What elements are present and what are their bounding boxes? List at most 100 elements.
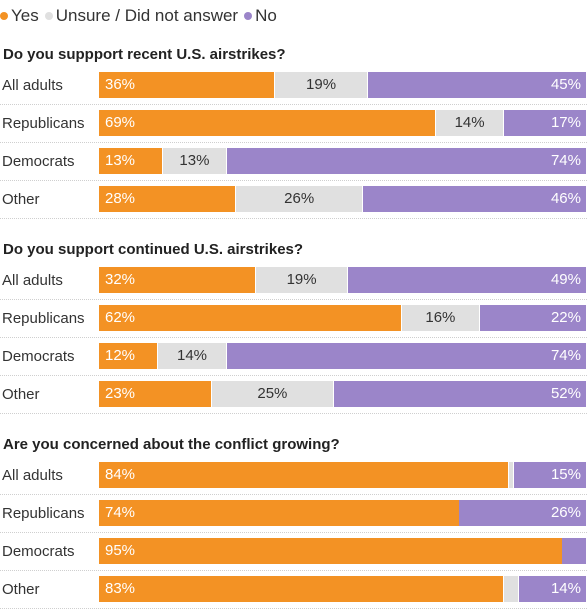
category-label: Other	[2, 191, 40, 208]
category-label: Republicans	[2, 115, 85, 132]
data-label: 62%	[105, 309, 136, 326]
data-label: 26%	[284, 190, 315, 207]
row-divider	[0, 532, 587, 533]
data-label: 49%	[550, 271, 581, 288]
legend-item-no: No	[244, 6, 277, 26]
bar-row: Other 23% 25% 52%	[0, 376, 587, 414]
stacked-bar: 84% 15%	[99, 462, 586, 488]
bar-row: Republicans 62% 16% 22%	[0, 300, 587, 338]
bar-segment-yes: 13%	[99, 148, 163, 174]
row-divider	[0, 413, 587, 414]
stacked-bar: 74% 26%	[99, 500, 586, 526]
bar-segment-yes: 28%	[99, 186, 236, 212]
bar-segment-no	[561, 538, 586, 564]
data-label: 83%	[105, 580, 136, 597]
category-label: Democrats	[2, 543, 75, 560]
stacked-bar: 36% 19% 45%	[99, 72, 586, 98]
legend-item-yes: Yes	[0, 6, 39, 26]
stacked-bar: 95%	[99, 538, 586, 564]
bar-segment-no: 26%	[459, 500, 586, 526]
bar-segment-no: 74%	[225, 343, 586, 369]
bar-segment-unsure: 14%	[435, 110, 504, 136]
data-label: 74%	[550, 347, 581, 364]
row-divider	[0, 570, 587, 571]
bar-segment-unsure: 16%	[400, 305, 479, 331]
bar-segment-no: 74%	[225, 148, 586, 174]
data-label: 16%	[425, 309, 456, 326]
category-label: All adults	[2, 272, 63, 289]
legend-swatch-no	[244, 12, 253, 20]
bar-segment-unsure: 13%	[162, 148, 226, 174]
bar-segment-no: 52%	[332, 381, 586, 407]
data-label: 95%	[105, 542, 136, 559]
data-label: 19%	[306, 76, 337, 93]
data-label: 14%	[454, 114, 485, 131]
category-label: Other	[2, 386, 40, 403]
data-label: 25%	[257, 385, 288, 402]
data-label: 22%	[550, 309, 581, 326]
bar-segment-unsure: 14%	[157, 343, 226, 369]
bar-row: Democrats 12% 14% 74%	[0, 338, 587, 376]
data-label: 13%	[105, 152, 136, 169]
bar-segment-unsure: 26%	[235, 186, 362, 212]
bar-row: Other 28% 26% 46%	[0, 181, 587, 219]
row-divider	[0, 337, 587, 338]
bar-segment-yes: 23%	[99, 381, 211, 407]
data-label: 46%	[550, 190, 581, 207]
bar-segment-unsure	[503, 576, 518, 602]
bar-row: Democrats 95%	[0, 533, 587, 571]
data-label: 26%	[550, 504, 581, 521]
data-label: 17%	[550, 114, 581, 131]
bar-segment-no: 14%	[517, 576, 586, 602]
bar-segment-no: 49%	[347, 267, 586, 293]
row-divider	[0, 104, 587, 105]
data-label: 74%	[105, 504, 136, 521]
bar-segment-yes: 62%	[99, 305, 401, 331]
data-label: 74%	[550, 152, 581, 169]
data-label: 45%	[550, 76, 581, 93]
row-divider	[0, 375, 587, 376]
bar-segment-yes: 95%	[99, 538, 562, 564]
panel-title: Are you concerned about the conflict gro…	[3, 436, 340, 453]
stacked-bar: 62% 16% 22%	[99, 305, 586, 331]
legend-swatch-yes	[0, 12, 8, 20]
bar-row: Republicans 74% 26%	[0, 495, 587, 533]
data-label: 19%	[286, 271, 317, 288]
bar-segment-yes: 36%	[99, 72, 275, 98]
data-label: 12%	[105, 347, 136, 364]
bar-segment-no: 45%	[366, 72, 586, 98]
legend-label-unsure: Unsure / Did not answer	[55, 6, 239, 25]
bar-segment-yes: 84%	[99, 462, 509, 488]
panel-title: Do you suppport recent U.S. airstrikes?	[3, 46, 286, 63]
bar-segment-no: 17%	[503, 110, 586, 136]
stacked-bar: 13% 13% 74%	[99, 148, 586, 174]
data-label: 52%	[550, 385, 581, 402]
stacked-bar: 32% 19% 49%	[99, 267, 586, 293]
data-label: 84%	[105, 466, 136, 483]
category-label: Democrats	[2, 348, 75, 365]
stacked-bar: 69% 14% 17%	[99, 110, 586, 136]
bar-segment-yes: 83%	[99, 576, 504, 602]
row-divider	[0, 494, 587, 495]
bar-row: All adults 84% 15%	[0, 457, 587, 495]
bar-segment-unsure: 19%	[274, 72, 367, 98]
bar-segment-unsure: 25%	[211, 381, 333, 407]
category-label: All adults	[2, 77, 63, 94]
bar-segment-unsure	[508, 462, 513, 488]
data-label: 14%	[550, 580, 581, 597]
data-label: 15%	[550, 466, 581, 483]
bar-segment-no: 15%	[512, 462, 586, 488]
bar-segment-yes: 69%	[99, 110, 436, 136]
bar-row: All adults 36% 19% 45%	[0, 67, 587, 105]
row-divider	[0, 218, 587, 219]
bar-segment-no: 46%	[361, 186, 586, 212]
bar-segment-yes: 74%	[99, 500, 460, 526]
row-divider	[0, 299, 587, 300]
stacked-bar: 83% 14%	[99, 576, 586, 602]
stacked-bar: 12% 14% 74%	[99, 343, 586, 369]
data-label: 23%	[105, 385, 136, 402]
bar-row: All adults 32% 19% 49%	[0, 262, 587, 300]
category-label: Democrats	[2, 153, 75, 170]
data-label: 32%	[105, 271, 136, 288]
bar-row: Democrats 13% 13% 74%	[0, 143, 587, 181]
